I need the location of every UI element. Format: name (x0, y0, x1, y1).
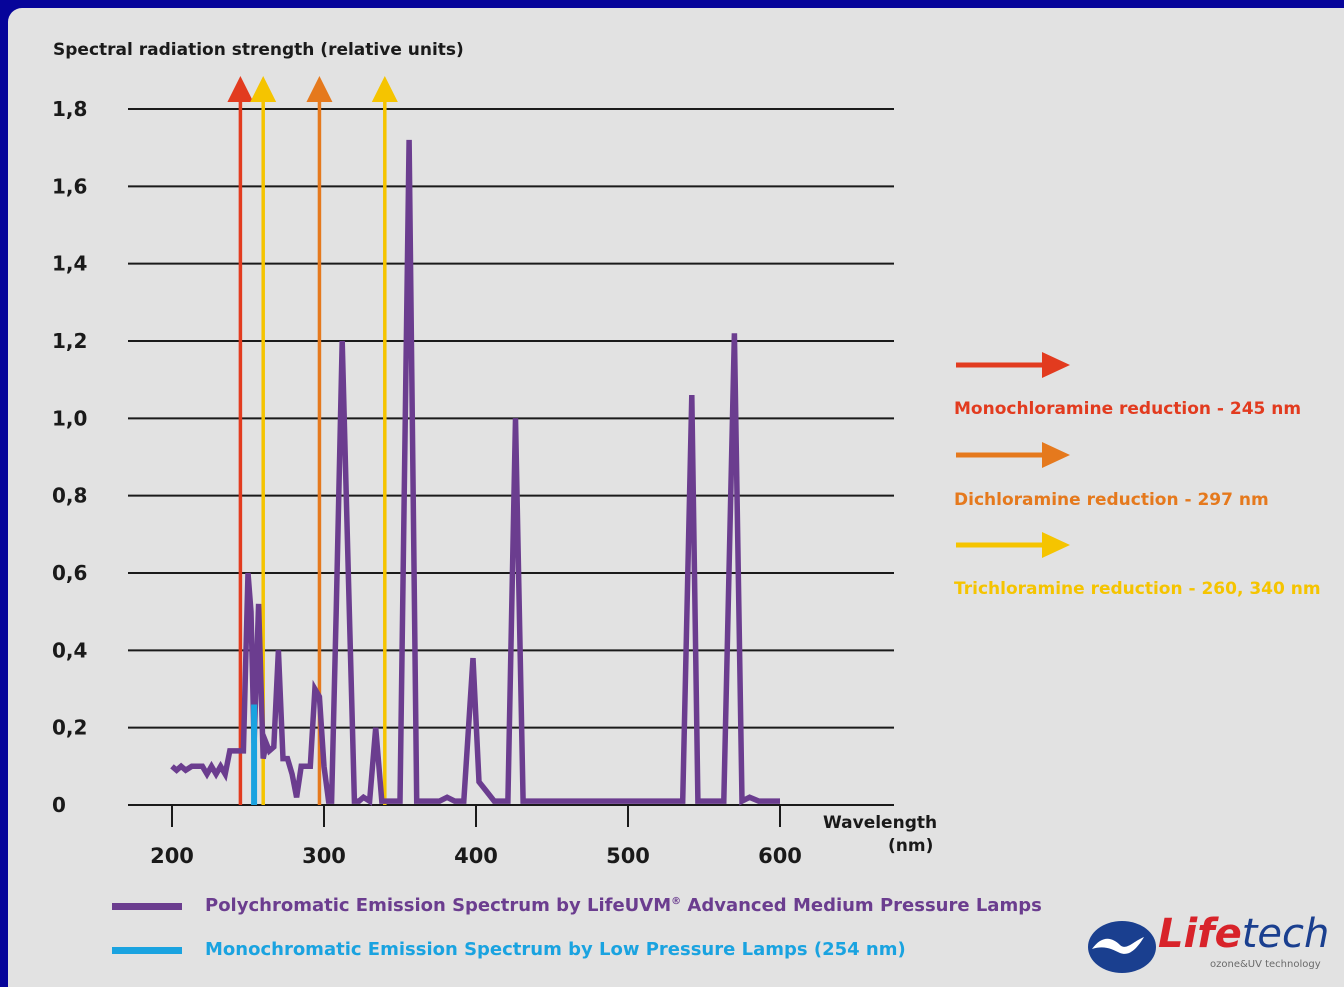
arrow-legend-label-3: Trichloramine reduction - 260, 340 nm (954, 579, 1321, 599)
y-tick-label: 0,2 (52, 716, 87, 740)
legend-label-poly-reg: ® (671, 896, 682, 907)
arrow-legend-label-2: Dichloramine reduction - 297 nm (954, 490, 1269, 510)
logo-word-life: Life (1158, 911, 1242, 957)
logo-wave-icon (1088, 921, 1156, 973)
logo-tagline: ozone&UV technology (1210, 959, 1321, 970)
x-tick-label: 300 (302, 844, 346, 868)
marker-arrowhead (250, 76, 277, 102)
marker-arrowhead (306, 76, 333, 102)
y-tick-label: 1,4 (52, 252, 87, 276)
legend-label-poly-text: Polychromatic Emission Spectrum by LifeU… (205, 895, 672, 916)
y-tick-label: 1,6 (52, 174, 87, 198)
x-tick-label: 400 (454, 844, 498, 868)
marker-arrowhead (371, 76, 398, 102)
arrow-markers (227, 76, 398, 805)
logo-word-tech: tech (1241, 911, 1330, 957)
x-tick-label: 200 (150, 844, 194, 868)
x-axis: 200 300 400 500 600 (150, 805, 802, 868)
y-tick-label: 1,2 (52, 329, 87, 353)
arrow-legend-label-1: Monochloramine reduction - 245 nm (954, 399, 1302, 419)
series-lines (170, 139, 780, 806)
arrow-legend-arrow-3 (956, 532, 1070, 558)
legend-label-poly-rest: Advanced Medium Pressure Lamps (681, 895, 1042, 916)
x-tick-label: 600 (758, 844, 802, 868)
y-tick-label: 1,8 (52, 97, 87, 121)
marker-arrowhead (227, 76, 254, 102)
arrow-legend-arrow-2 (956, 442, 1070, 468)
arrow-legend-arrow-1 (956, 352, 1070, 378)
chart-panel: Spectral radiation strength (relative un… (8, 8, 1344, 987)
spectrum-chart: Spectral radiation strength (relative un… (52, 40, 937, 868)
logo-wordmark: Lifetech (1158, 911, 1329, 957)
x-axis-label-line2: (nm) (888, 836, 933, 856)
y-tick-labels: 0 0,2 0,4 0,6 0,8 1,0 1,2 1,4 1,6 1,8 (52, 97, 87, 817)
y-tick-label: 0,4 (52, 638, 87, 662)
lifetech-logo: Lifetech ozone&UV technology (1086, 911, 1336, 983)
y-tick-label: 0,6 (52, 561, 87, 585)
legend-label-poly: Polychromatic Emission Spectrum by LifeU… (205, 895, 1042, 916)
legend-swatch-mono (112, 947, 182, 954)
y-tick-label: 1,0 (52, 406, 87, 430)
y-axis-label: Spectral radiation strength (relative un… (53, 40, 464, 60)
legend-label-mono: Monochromatic Emission Spectrum by Low P… (205, 939, 906, 960)
series-line-polychromatic (170, 139, 780, 806)
x-axis-label-line1: Wavelength (823, 813, 937, 833)
x-tick-label: 500 (606, 844, 650, 868)
legend-swatch-poly (112, 903, 182, 910)
y-tick-label: 0 (52, 793, 66, 817)
y-tick-label: 0,8 (52, 484, 87, 508)
